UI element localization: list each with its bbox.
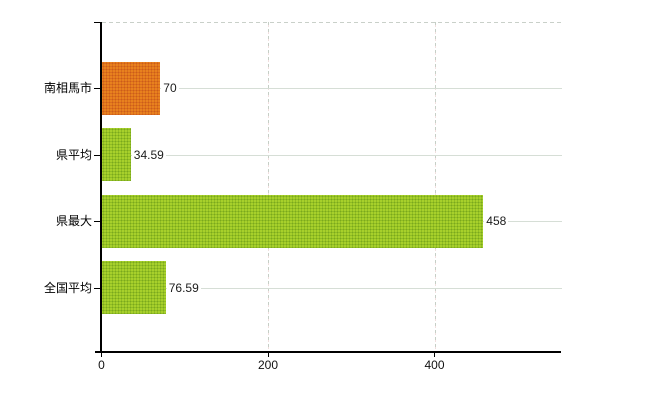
bar bbox=[102, 194, 484, 248]
bar-value-label: 34.59 bbox=[131, 147, 166, 162]
y-axis-tick bbox=[94, 22, 101, 23]
bar bbox=[102, 128, 131, 181]
bar-value-label: 70 bbox=[161, 81, 179, 95]
x-axis-line bbox=[95, 351, 561, 353]
x-tick-label: 400 bbox=[424, 358, 445, 372]
plot-top-border bbox=[102, 22, 562, 23]
y-axis-tick bbox=[94, 221, 101, 222]
gridline-horizontal bbox=[102, 88, 562, 89]
x-tick-label: 0 bbox=[98, 358, 105, 372]
gridline-horizontal bbox=[102, 154, 562, 156]
category-label: 県最大 bbox=[55, 214, 92, 228]
category-label: 全国平均 bbox=[43, 280, 92, 295]
x-axis-tick bbox=[267, 352, 269, 357]
x-axis-tick bbox=[434, 352, 435, 357]
bar bbox=[102, 261, 166, 314]
bar-value-label: 458 bbox=[484, 214, 509, 228]
bar bbox=[102, 61, 161, 115]
gridline-horizontal bbox=[102, 287, 562, 289]
y-axis-tick bbox=[94, 287, 101, 289]
x-axis-tick bbox=[101, 352, 102, 357]
gridline-vertical bbox=[268, 22, 269, 352]
bar-value-label: 76.59 bbox=[166, 280, 201, 295]
y-axis-tick bbox=[94, 88, 101, 89]
plot-area: 70 34.59 458 76.59 bbox=[94, 22, 562, 352]
y-axis-tick bbox=[94, 154, 101, 156]
category-label: 南相馬市 bbox=[43, 81, 92, 95]
category-label: 県平均 bbox=[55, 147, 92, 162]
gridline-vertical bbox=[434, 22, 436, 352]
x-tick-label: 200 bbox=[257, 358, 279, 372]
y-axis-line bbox=[100, 22, 102, 352]
